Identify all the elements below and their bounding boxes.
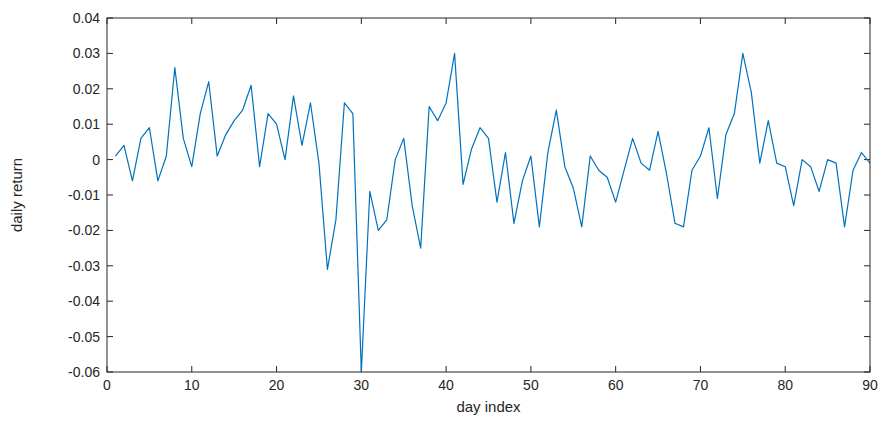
x-tick-label: 0	[103, 377, 111, 393]
plot-area	[107, 18, 870, 372]
y-tick-label: -0.06	[68, 364, 100, 380]
x-tick-label: 90	[862, 377, 878, 393]
x-tick-label: 50	[523, 377, 539, 393]
x-tick	[530, 18, 531, 24]
y-tick	[107, 88, 113, 89]
y-tick	[864, 53, 870, 54]
y-tick-label: 0.01	[73, 116, 100, 132]
y-axis-title: daily return	[8, 158, 25, 232]
y-tick	[864, 265, 870, 266]
x-tick-label: 30	[354, 377, 370, 393]
x-tick	[276, 18, 277, 24]
x-tick	[446, 366, 447, 372]
x-tick	[785, 18, 786, 24]
x-tick	[446, 18, 447, 24]
x-tick	[615, 366, 616, 372]
x-tick-label: 60	[608, 377, 624, 393]
y-tick-label: 0.03	[73, 45, 100, 61]
series	[115, 53, 870, 372]
y-axis: -0.06 -0.05 -0.04 -0.03 -0.02 -0.01 0 0.01 0.02 0…	[68, 10, 870, 380]
y-tick-label: -0.04	[68, 293, 100, 309]
x-tick-label: 10	[184, 377, 200, 393]
x-tick	[191, 18, 192, 24]
y-tick	[107, 230, 113, 231]
y-tick	[864, 88, 870, 89]
return-line	[115, 53, 870, 372]
x-tick	[785, 366, 786, 372]
y-tick	[107, 336, 113, 337]
y-tick-label: -0.03	[68, 258, 100, 274]
plot-frame	[107, 18, 870, 372]
y-tick	[107, 53, 113, 54]
y-tick	[107, 124, 113, 125]
x-tick	[361, 18, 362, 24]
y-tick-label: -0.02	[68, 222, 100, 238]
y-tick	[107, 159, 113, 160]
y-tick-label: -0.01	[68, 187, 100, 203]
x-tick	[700, 18, 701, 24]
x-tick	[615, 18, 616, 24]
y-tick	[864, 195, 870, 196]
y-tick-label: 0.02	[73, 81, 100, 97]
x-tick	[191, 366, 192, 372]
y-tick	[107, 265, 113, 266]
x-axis: 0 10 20 30 40 50 60 70 80 90	[103, 18, 878, 393]
y-tick-label: -0.05	[68, 329, 100, 345]
x-tick-label: 70	[693, 377, 709, 393]
y-tick	[864, 124, 870, 125]
y-tick	[107, 301, 113, 302]
x-tick-label: 80	[777, 377, 793, 393]
x-axis-title: day index	[456, 398, 521, 415]
x-tick	[276, 366, 277, 372]
x-tick-label: 40	[438, 377, 454, 393]
chart: 0102030405060708090-0.06-0.05-0.04-0.03-…	[0, 0, 890, 421]
y-tick-label: 0.04	[73, 10, 100, 26]
y-tick	[864, 230, 870, 231]
x-tick-label: 20	[269, 377, 285, 393]
y-tick	[107, 195, 113, 196]
y-tick	[864, 336, 870, 337]
x-tick	[530, 366, 531, 372]
x-tick	[700, 366, 701, 372]
y-tick-label: 0	[92, 152, 100, 168]
y-tick	[864, 301, 870, 302]
